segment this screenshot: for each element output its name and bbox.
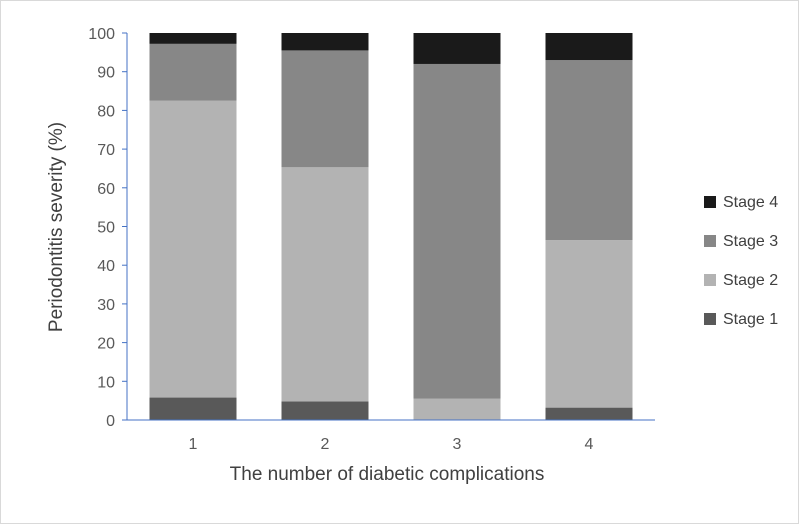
legend-label: Stage 1 xyxy=(723,311,778,328)
y-tick-labels: 0 10 20 30 40 50 60 70 80 90 100 xyxy=(88,26,127,430)
y-tick-label: 80 xyxy=(97,103,115,120)
x-tick-label: 2 xyxy=(321,436,330,453)
y-tick-label: 20 xyxy=(97,336,115,353)
bar-segment-stage-1-cat-1 xyxy=(149,397,237,420)
x-tick-label: 4 xyxy=(585,436,594,453)
legend-item: Stage 1 xyxy=(704,311,778,328)
bars-group xyxy=(149,33,633,420)
bar-segment-stage-1-cat-4 xyxy=(545,407,633,420)
legend: Stage 4 Stage 3 Stage 2 Stage 1 xyxy=(704,194,778,328)
legend-swatch xyxy=(704,313,716,325)
x-tick-labels: 1 2 3 4 xyxy=(189,436,594,453)
bar-segment-stage-2-cat-1 xyxy=(149,100,237,398)
bar-segment-stage-3-cat-1 xyxy=(149,43,237,101)
y-tick-label: 50 xyxy=(97,220,115,237)
y-tick-label: 70 xyxy=(97,142,115,159)
legend-item: Stage 2 xyxy=(704,272,778,289)
x-axis-title: The number of diabetic complications xyxy=(230,464,545,485)
legend-swatch xyxy=(704,274,716,286)
y-tick-label: 10 xyxy=(97,374,115,391)
legend-label: Stage 4 xyxy=(723,194,778,211)
bar-segment-stage-3-cat-2 xyxy=(281,50,369,168)
y-tick-label: 100 xyxy=(88,26,115,43)
legend-item: Stage 3 xyxy=(704,233,778,250)
legend-swatch xyxy=(704,235,716,247)
x-tick-label: 3 xyxy=(453,436,462,453)
y-tick-label: 60 xyxy=(97,181,115,198)
bar-segment-stage-4-cat-2 xyxy=(281,33,369,51)
bar-segment-stage-4-cat-3 xyxy=(413,33,501,64)
bar-segment-stage-4-cat-1 xyxy=(149,33,237,44)
legend-item: Stage 4 xyxy=(704,194,778,211)
bar-segment-stage-1-cat-2 xyxy=(281,401,369,420)
y-tick-label: 90 xyxy=(97,65,115,82)
y-tick-label: 40 xyxy=(97,258,115,275)
bar-segment-stage-4-cat-4 xyxy=(545,33,633,61)
bar-segment-stage-3-cat-3 xyxy=(413,63,501,399)
y-tick-label: 30 xyxy=(97,297,115,314)
legend-swatch xyxy=(704,196,716,208)
bar-segment-stage-2-cat-3 xyxy=(413,398,501,420)
legend-label: Stage 3 xyxy=(723,233,778,250)
bar-segment-stage-3-cat-4 xyxy=(545,60,633,241)
bar-segment-stage-2-cat-2 xyxy=(281,167,369,402)
x-tick-label: 1 xyxy=(189,436,198,453)
y-axis-title: Periodontitis severity (%) xyxy=(46,122,67,332)
bar-segment-stage-2-cat-4 xyxy=(545,240,633,408)
legend-label: Stage 2 xyxy=(723,272,778,289)
y-tick-label: 0 xyxy=(106,413,115,430)
